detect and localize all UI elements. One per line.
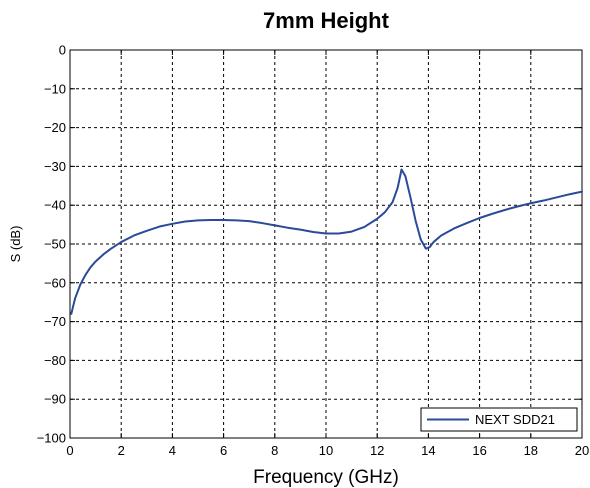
y-tick-label: −30 <box>44 159 66 174</box>
legend-label: NEXT SDD21 <box>475 412 555 427</box>
y-tick-label: −60 <box>44 275 66 290</box>
x-tick-label: 18 <box>524 443 538 458</box>
x-tick-label: 12 <box>370 443 384 458</box>
legend-box <box>420 407 578 432</box>
y-tick-label: −40 <box>44 198 66 213</box>
y-tick-label: −90 <box>44 392 66 407</box>
x-tick-label: 4 <box>169 443 176 458</box>
legend: NEXT SDD21 <box>420 407 578 432</box>
x-axis-label: Frequency (GHz) <box>253 467 399 488</box>
grid <box>70 50 582 438</box>
y-tick-label: −100 <box>37 431 66 446</box>
ticks: 0 2 4 6 8 10 12 14 16 18 20 0 −10 −20 −30 −40 −50 −60 −70 −… <box>37 43 590 459</box>
y-axis-label: S (dB) <box>8 226 23 263</box>
y-tick-label: −70 <box>44 314 66 329</box>
series-line-0 <box>70 168 583 315</box>
x-tick-label: 10 <box>319 443 333 458</box>
x-tick-label: 0 <box>66 443 73 458</box>
y-tick-label: −10 <box>44 81 66 96</box>
y-tick-label: −50 <box>44 237 66 252</box>
y-tick-label: 0 <box>59 43 66 58</box>
x-tick-label: 2 <box>118 443 125 458</box>
y-tick-label: −80 <box>44 353 66 368</box>
x-tick-label: 8 <box>271 443 278 458</box>
series-layer <box>70 168 583 315</box>
x-tick-label: 6 <box>220 443 227 458</box>
x-tick-label: 16 <box>472 443 486 458</box>
x-tick-label: 20 <box>575 443 589 458</box>
y-tick-label: −20 <box>44 120 66 135</box>
chart-title: 7mm Height <box>263 8 390 33</box>
x-tick-label: 14 <box>421 443 435 458</box>
